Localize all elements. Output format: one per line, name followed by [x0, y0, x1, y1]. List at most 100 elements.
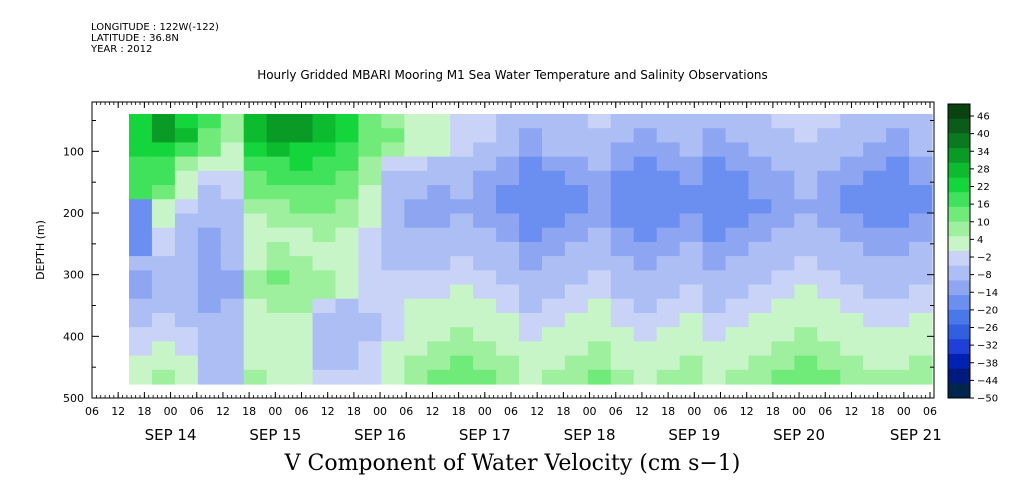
heatmap-cell	[519, 114, 543, 129]
heatmap-cell	[771, 355, 795, 371]
heatmap-cell	[381, 156, 405, 172]
heatmap-cell	[151, 199, 176, 215]
heatmap-cell	[587, 227, 612, 243]
x-day-label: SEP 14	[145, 426, 197, 444]
heatmap-cell	[817, 114, 841, 129]
heatmap-cell	[129, 327, 153, 342]
heatmap-cell	[358, 227, 382, 243]
colorbar-segment	[948, 383, 970, 399]
heatmap-cell	[220, 128, 245, 144]
heatmap-cell	[633, 241, 658, 257]
heatmap-cell	[863, 355, 887, 371]
heatmap-cell	[587, 128, 612, 144]
heatmap-cell	[358, 369, 382, 385]
heatmap-cell	[358, 156, 382, 172]
heatmap-cell	[473, 128, 497, 144]
heatmap-cell	[587, 369, 612, 385]
heatmap-cell	[909, 312, 933, 328]
heatmap-cell	[702, 114, 727, 129]
heatmap-cell	[289, 355, 314, 371]
heatmap-cell	[335, 284, 360, 300]
heatmap-cell	[197, 327, 222, 342]
heatmap-cell	[243, 170, 268, 186]
heatmap-cell	[541, 213, 566, 229]
heatmap-cell	[725, 369, 750, 385]
heatmap-cell	[243, 355, 268, 371]
heatmap-cell	[702, 241, 727, 257]
heatmap-cell	[564, 270, 589, 286]
heatmap-cell	[863, 241, 887, 257]
heatmap-cell	[496, 114, 520, 129]
heatmap-cell	[587, 241, 612, 257]
heatmap-cell	[633, 227, 658, 243]
heatmap-cell	[840, 312, 864, 328]
x-tick-label: 06	[295, 405, 309, 418]
heatmap-cell	[541, 142, 566, 158]
heatmap-cell	[335, 213, 360, 229]
heatmap-cell	[771, 284, 795, 300]
chart-title-text: Hourly Gridded MBARI Mooring M1 Sea Wate…	[257, 68, 768, 82]
heatmap-cell	[450, 227, 474, 243]
heatmap-cell	[404, 227, 428, 243]
heatmap-cell	[840, 142, 864, 158]
heatmap-cell	[886, 270, 910, 286]
heatmap-cell	[840, 298, 864, 314]
colorbar-segment	[948, 324, 970, 340]
heatmap-cell	[358, 256, 382, 271]
heatmap-cell	[266, 256, 291, 271]
heatmap-cell	[656, 312, 681, 328]
heatmap-cell	[450, 327, 474, 342]
colorbar-segment	[948, 339, 970, 355]
heatmap-cell	[702, 298, 727, 314]
colorbar-label: −20	[977, 305, 998, 316]
heatmap-cell	[427, 185, 451, 200]
heatmap-cell	[243, 327, 268, 342]
heatmap-cell	[151, 270, 176, 286]
heatmap-cell	[266, 270, 291, 286]
heatmap-cell	[702, 185, 727, 200]
heatmap-cell	[129, 270, 153, 286]
colorbar-segment	[948, 148, 970, 164]
heatmap-cell	[840, 156, 864, 172]
heatmap-cell	[863, 170, 887, 186]
heatmap-cell	[266, 355, 291, 371]
heatmap-cell	[863, 312, 887, 328]
heatmap-cell	[817, 199, 841, 215]
x-tick-label: 06	[190, 405, 204, 418]
heatmap-cell	[725, 256, 750, 271]
heatmap-cell	[266, 241, 291, 257]
heatmap-cell	[220, 241, 245, 257]
heatmap-cell	[587, 142, 612, 158]
heatmap-cell	[817, 327, 841, 342]
heatmap-cell	[794, 241, 818, 257]
heatmap-cell	[610, 241, 635, 257]
metadata-block: LONGITUDE : 122W(-122) LATITUDE : 36.8N …	[91, 22, 219, 55]
heatmap-cell	[335, 298, 360, 314]
heatmap-cell	[541, 355, 566, 371]
heatmap-cell	[243, 341, 268, 357]
heatmap-cell	[358, 213, 382, 229]
heatmap-cell	[748, 185, 772, 200]
heatmap-cell	[817, 341, 841, 357]
heatmap-cell	[909, 270, 933, 286]
heatmap-cell	[519, 199, 543, 215]
heatmap-cell	[817, 170, 841, 186]
heatmap-cell	[174, 312, 199, 328]
heatmap-cell	[725, 170, 750, 186]
heatmap-cell	[220, 185, 245, 200]
heatmap-cell	[197, 185, 222, 200]
heatmap-cell	[450, 156, 474, 172]
heatmap-cell	[358, 142, 382, 158]
heatmap-cell	[771, 327, 795, 342]
heatmap-cell	[610, 227, 635, 243]
heatmap-cell	[541, 369, 566, 385]
heatmap-cell	[587, 170, 612, 186]
heatmap-cell	[610, 199, 635, 215]
heatmap-cell	[427, 156, 451, 172]
heatmap-cell	[840, 199, 864, 215]
heatmap-cell	[817, 256, 841, 271]
heatmap-cell	[863, 227, 887, 243]
heatmap-cell	[886, 199, 910, 215]
colorbar-label: −38	[977, 358, 998, 369]
heatmap-cell	[679, 256, 704, 271]
